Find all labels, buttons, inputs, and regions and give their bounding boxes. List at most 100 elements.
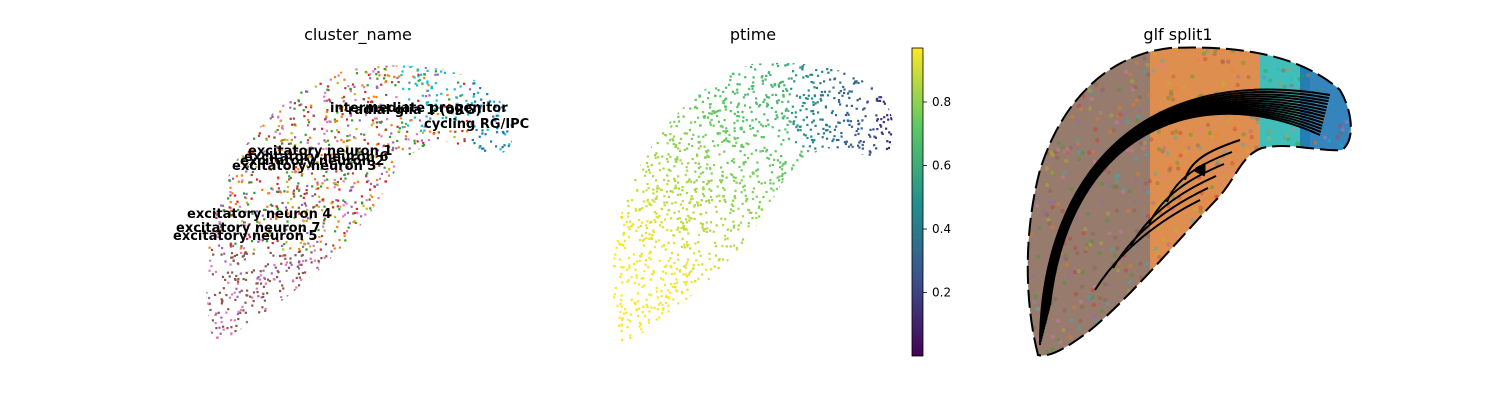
- scatter-point: [244, 196, 247, 199]
- scatter-point: [803, 102, 806, 105]
- scatter-point: [297, 70, 300, 73]
- scatter-point: [232, 349, 234, 351]
- scatter-point: [672, 65, 675, 68]
- scatter-point: [732, 176, 735, 179]
- scatter-point: [825, 123, 828, 126]
- scatter-point: [754, 331, 757, 334]
- scatter-point: [668, 139, 672, 142]
- scatter-point: [325, 255, 328, 258]
- scatter-point: [427, 245, 431, 248]
- scatter-point: [739, 344, 741, 346]
- scatter-point: [688, 216, 691, 219]
- scatter-point: [747, 143, 750, 146]
- scatter-point: [493, 341, 496, 343]
- scatter-point: [736, 114, 739, 118]
- scatter-point: [881, 219, 884, 223]
- scatter-point: [501, 287, 504, 290]
- scatter-point: [670, 229, 673, 232]
- scatter-point: [506, 259, 509, 262]
- scatter-point: [811, 73, 814, 76]
- scatter-point: [655, 195, 658, 198]
- scatter-point: [496, 127, 499, 130]
- scatter-point: [778, 179, 781, 182]
- scatter-point: [864, 78, 867, 81]
- scatter-point: [847, 228, 850, 231]
- scatter-point: [774, 83, 777, 86]
- scatter-point: [481, 345, 483, 347]
- scatter-point: [656, 184, 659, 188]
- scatter-point: [431, 176, 434, 179]
- scatter-point: [791, 213, 794, 216]
- scatter-point: [690, 137, 693, 140]
- scatter-point: [663, 344, 665, 346]
- scatter-point: [431, 259, 434, 262]
- scatter-point: [377, 111, 380, 114]
- scatter-point: [407, 138, 410, 141]
- scatter-point: [689, 303, 692, 306]
- scatter-point: [381, 214, 385, 217]
- scatter-point: [794, 336, 797, 339]
- scatter-point: [612, 190, 615, 193]
- scatter-point: [793, 80, 796, 83]
- scatter-point: [245, 252, 249, 255]
- scatter-point: [434, 273, 437, 276]
- scatter-point: [807, 94, 810, 97]
- scatter-point: [451, 151, 454, 154]
- scatter-point: [738, 165, 741, 169]
- scatter-point: [804, 323, 808, 327]
- scatter-point: [743, 287, 746, 290]
- scatter-point: [806, 335, 809, 338]
- scatter-point: [609, 243, 611, 245]
- scatter-point: [228, 81, 231, 84]
- scatter-point: [412, 240, 415, 243]
- scatter-point: [323, 290, 326, 293]
- scatter-point: [779, 186, 782, 189]
- scatter-point: [713, 335, 717, 338]
- scatter-point: [448, 103, 451, 107]
- scatter-point: [835, 293, 838, 297]
- scatter-point: [740, 191, 743, 194]
- scatter-point: [810, 203, 813, 206]
- scatter-point: [640, 277, 643, 280]
- scatter-point: [795, 333, 798, 336]
- scatter-point: [758, 215, 761, 218]
- scatter-point: [608, 168, 610, 170]
- scatter-point: [666, 92, 669, 95]
- scatter-point: [443, 201, 446, 204]
- scatter-point: [645, 189, 648, 192]
- scatter-point: [850, 104, 853, 107]
- scatter-point: [637, 151, 640, 154]
- scatter-point: [794, 285, 797, 288]
- scatter-point: [398, 184, 401, 187]
- scatter-point: [222, 325, 225, 328]
- scatter-point: [374, 268, 377, 271]
- scatter-point: [511, 192, 513, 195]
- scatter-point: [230, 244, 234, 247]
- scatter-point: [740, 241, 743, 244]
- scatter-point: [463, 138, 466, 141]
- scatter-point: [236, 295, 239, 298]
- scatter-point: [342, 311, 345, 314]
- scatter-point: [656, 296, 659, 299]
- scatter-point: [277, 177, 280, 180]
- scatter-point: [425, 285, 428, 288]
- scatter-point: [220, 127, 224, 130]
- scatter-point: [893, 168, 894, 171]
- scatter-point: [297, 233, 301, 236]
- scatter-point: [669, 100, 672, 103]
- scatter-point: [318, 235, 321, 239]
- scatter-point: [641, 155, 644, 158]
- scatter-point: [370, 124, 373, 127]
- scatter-point: [771, 319, 774, 322]
- scatter-point: [796, 198, 799, 201]
- scatter-point: [474, 100, 477, 103]
- scatter-point: [332, 244, 335, 247]
- scatter-point: [694, 120, 697, 124]
- scatter-point: [830, 228, 833, 231]
- scatter-point: [490, 60, 492, 62]
- scatter-point: [817, 313, 820, 316]
- scatter-point: [514, 225, 516, 227]
- scatter-point: [735, 181, 738, 184]
- scatter-point: [855, 347, 857, 349]
- scatter-point: [387, 207, 391, 210]
